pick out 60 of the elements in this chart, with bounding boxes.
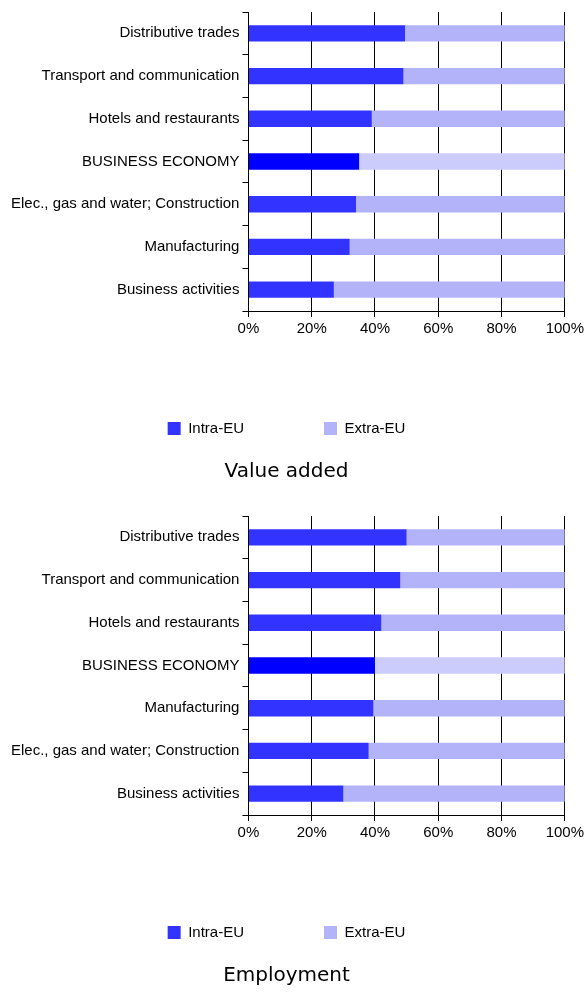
bar — [248, 785, 344, 802]
x-tick-label: 60% — [423, 823, 454, 841]
bar — [406, 529, 565, 546]
bar — [368, 742, 565, 760]
x-tick-label: 20% — [296, 319, 327, 337]
y-tick-label: Elec., gas and water; Construction — [11, 194, 240, 212]
y-tick-label: Transport and communication — [41, 570, 240, 588]
bar — [248, 571, 401, 589]
bar — [248, 742, 369, 760]
bar — [248, 238, 350, 256]
bar — [248, 529, 407, 546]
bar — [248, 614, 382, 631]
y-tick-label: Hotels and restaurants — [88, 612, 240, 630]
y-tick-label: BUSINESS ECONOMY — [81, 655, 240, 673]
text: Employment — [223, 962, 351, 987]
y-tick-label: Transport and communication — [41, 66, 240, 84]
y-tick-label: Manufacturing — [144, 698, 240, 716]
y-tick-label: Business activities — [116, 279, 240, 297]
x-tick-label: 0% — [237, 823, 260, 841]
x-tick-label: 80% — [486, 823, 517, 841]
bar — [248, 25, 406, 42]
bar — [343, 785, 565, 802]
legend-label: Intra-EU — [188, 418, 245, 436]
x-tick-label: 80% — [486, 319, 517, 337]
bar — [333, 281, 565, 298]
text: Value added — [224, 458, 349, 483]
bar — [373, 700, 565, 717]
y-tick-label: Distributive trades — [119, 23, 240, 41]
bar — [405, 25, 565, 42]
bar — [248, 657, 375, 674]
bar — [375, 657, 565, 674]
bar — [248, 281, 334, 298]
legend-label: Extra-EU — [344, 922, 406, 940]
y-tick-label: Business activities — [116, 783, 240, 801]
bar — [248, 196, 357, 213]
x-tick-label: 40% — [359, 823, 391, 841]
bar — [359, 153, 565, 170]
legend-label: Intra-EU — [188, 922, 245, 940]
x-tick-label: 100% — [545, 319, 585, 337]
bar — [403, 67, 565, 85]
x-tick-label: 100% — [545, 823, 585, 841]
x-tick-label: 0% — [237, 319, 260, 337]
bar — [248, 700, 374, 717]
y-tick-label: Manufacturing — [144, 237, 240, 255]
y-tick-label: Hotels and restaurants — [88, 108, 240, 126]
x-tick-label: 20% — [296, 823, 327, 841]
bar — [248, 110, 372, 127]
bar — [248, 153, 360, 170]
bar — [248, 67, 404, 85]
bar — [400, 571, 565, 589]
y-tick-label: BUSINESS ECONOMY — [81, 151, 240, 169]
y-tick-label: Elec., gas and water; Construction — [11, 741, 240, 759]
y-tick-label: Distributive trades — [119, 527, 240, 545]
bar — [349, 238, 565, 256]
bar — [381, 614, 565, 631]
x-tick-label: 40% — [359, 319, 391, 337]
bar — [371, 110, 565, 127]
legend-label: Extra-EU — [344, 418, 406, 436]
bar — [356, 196, 565, 213]
x-tick-label: 60% — [423, 319, 454, 337]
